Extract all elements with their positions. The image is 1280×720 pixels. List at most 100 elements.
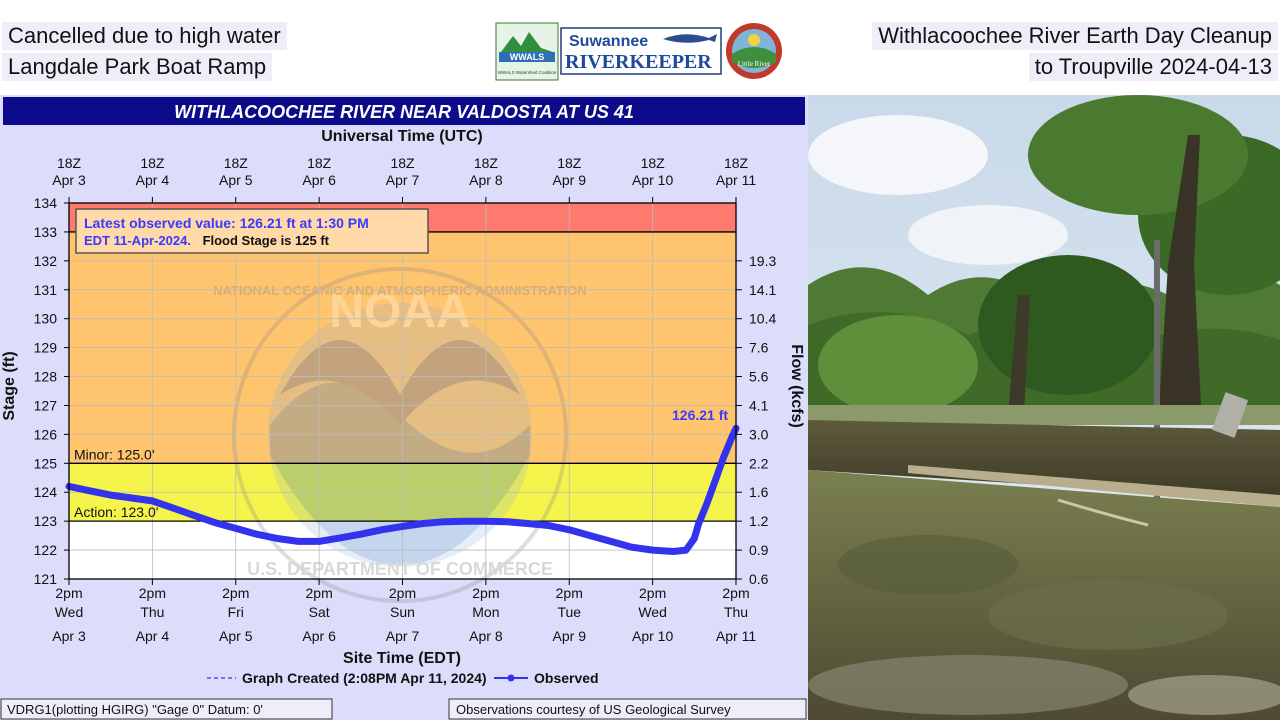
bottom-tick-date: Apr 4 [136,628,170,644]
top-tick-date: Apr 10 [632,172,673,188]
flooded-boat-ramp-photo [808,95,1280,720]
top-axis-title: Universal Time (UTC) [321,128,483,145]
flow-tick-label: 19.3 [749,253,776,269]
data-point [441,518,448,525]
flow-tick-label: 14.1 [749,282,776,298]
top-tick-hour: 18Z [390,155,415,171]
data-point [607,538,615,545]
caption-event: Withlacoochee River Earth Day Cleanup [872,22,1278,50]
watermark-ring-bottom-text: U.S. DEPARTMENT OF COMMERCE [247,559,553,579]
riverkeeper-top-text: Suwannee [569,33,648,50]
data-point [336,534,344,542]
bottom-tick-date: Apr 8 [469,628,503,644]
little-river-logo: Little River [726,23,782,79]
bottom-tick-time: 2pm [472,585,499,601]
flow-tick-label: 1.6 [749,484,769,500]
stage-tick-label: 127 [34,397,58,413]
top-tick-hour: 18Z [307,155,332,171]
little-river-text: Little River [738,60,771,68]
flow-tick-label: 2.2 [749,455,769,471]
wwals-logo-subtext: WWALS Watershed Coalition [498,70,557,75]
y-axis-label: Stage (ft) [1,351,18,420]
data-point [295,538,302,545]
stage-tick-label: 134 [34,195,58,211]
stage-axis-ticks: 121 122 123 124 125 126 127 128 129 130 131 132 133 1… [34,195,69,587]
data-point [128,494,135,502]
top-tick-date: Apr 3 [52,172,86,188]
data-point [524,520,531,527]
flow-tick-label: 10.4 [749,311,776,327]
bottom-tick-day: Tue [557,604,581,620]
stage-tick-label: 126 [34,426,58,442]
data-point [274,535,281,542]
wwals-logo: WWALS WWALS Watershed Coalition [495,22,559,81]
top-tick-hour: 18Z [557,155,582,171]
flow-tick-label: 0.9 [749,542,769,558]
watermark-ring-text: NATIONAL OCEANIC AND ATMOSPHERIC ADMINIS… [213,283,587,298]
bottom-tick-date: Apr 7 [386,628,420,644]
threshold-label: Action: 123.0' [74,504,158,520]
sturgeon-icon [663,34,717,43]
data-point [586,532,594,539]
data-point [190,512,198,519]
stage-tick-label: 131 [34,282,58,298]
data-point [461,518,469,525]
data-point [682,546,690,554]
top-tick-date: Apr 5 [219,172,253,188]
data-point [566,526,573,533]
bottom-tick-day: Wed [638,604,667,620]
caption-route-date: to Troupville 2024-04-13 [1028,53,1278,81]
bottom-tick-day: Sun [390,604,415,620]
data-point [170,504,177,512]
data-point [691,535,698,542]
annotation-line2: EDT 11-Apr-2024. Flood Stage is 125 ft [84,233,330,248]
data-point [503,518,510,525]
bottom-tick-day: Wed [55,604,84,620]
data-point [253,531,260,538]
stage-tick-label: 133 [34,224,58,240]
footer-right: Observations courtesy of US Geological S… [448,698,807,720]
data-point [149,497,156,505]
data-point [695,520,702,528]
top-tick-hour: 18Z [474,155,499,171]
stage-tick-label: 121 [34,571,58,587]
data-point [315,538,323,545]
wwals-logo-text: WWALS [510,52,545,62]
stage-tick-label: 125 [34,455,58,471]
bottom-axis-ticks: 2pm Wed Apr 3 2pm Thu Apr 4 2pm Fri Apr 5 2pm Sat A… [52,579,756,644]
bottom-tick-time: 2pm [722,585,749,601]
data-point [703,500,710,507]
bottom-tick-time: 2pm [55,585,82,601]
bottom-tick-day: Fri [228,604,244,620]
flow-axis-label: Flow (kcfs) [788,344,805,428]
annotation-line1: Latest observed value: 126.21 ft at 1:30… [84,215,369,231]
bottom-tick-day: Thu [140,604,164,620]
data-point [86,487,94,494]
bottom-tick-time: 2pm [306,585,333,601]
data-point [545,522,552,529]
bottom-tick-date: Apr 5 [219,628,253,644]
x-axis-label: Site Time (EDT) [343,650,461,667]
top-tick-date: Apr 6 [302,172,336,188]
data-point [670,548,677,555]
stage-tick-label: 124 [34,484,58,500]
annotation-line2-blue: EDT 11-Apr-2024. [84,233,191,248]
footer-right-text: Observations courtesy of US Geological S… [456,702,731,717]
top-tick-hour: 18Z [224,155,249,171]
riverkeeper-bottom-text: RIVERKEEPER [565,51,712,73]
data-point [378,526,385,533]
data-point [420,520,427,527]
legend-observed: Observed [534,670,599,686]
stage-tick-label: 122 [34,542,58,558]
data-point [482,518,490,525]
top-tick-date: Apr 9 [553,172,587,188]
bottom-tick-time: 2pm [389,585,416,601]
top-tick-hour: 18Z [641,155,666,171]
flow-axis-ticks: 0.6 0.9 1.2 1.6 2.2 3.0 4.1 5.6 7.6 10.4 14.1 19.3 [736,253,776,587]
footer-left: VDRG1(plotting HGIRG) "Gage 0" Datum: 0' [0,698,333,720]
data-point [649,546,656,554]
bottom-tick-time: 2pm [222,585,249,601]
bottom-tick-date: Apr 9 [553,628,587,644]
bottom-tick-time: 2pm [139,585,166,601]
legend-observed-marker [507,674,515,682]
